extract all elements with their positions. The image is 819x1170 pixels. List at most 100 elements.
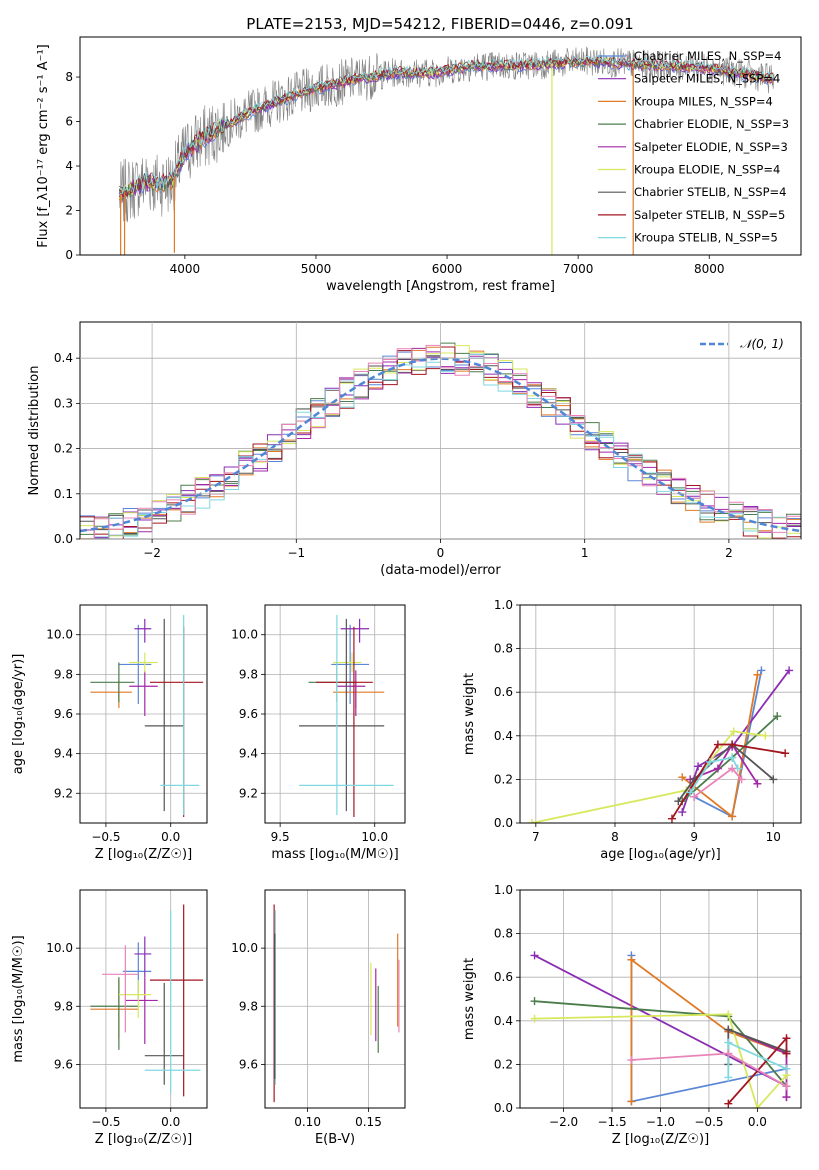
x-tick-label: 0.0 [161, 830, 180, 844]
weight-marker [728, 740, 737, 749]
x-tick-label: 6000 [432, 262, 463, 276]
y-tick-label: 0.2 [494, 1057, 513, 1071]
mass-vs-Z-panel: −0.5 0.0 9.6 9.8 10.0 Z [log₁₀(Z/Z☉)] mass [lo… [11, 889, 208, 1147]
x-tick-label: 0.0 [161, 1115, 180, 1129]
legend-label: Kroupa STELIB, N_SSP=5 [634, 231, 778, 245]
x-tick-label: −0.5 [91, 1115, 120, 1129]
y-axis-label: mass [log₁₀(M/M☉)] [11, 935, 26, 1062]
weight-marker [724, 1049, 733, 1058]
y-tick-label: 0.3 [54, 396, 73, 410]
spectrum-panel: 4000 5000 6000 7000 8000 0 2 4 6 8 wavelength [Ang… [36, 36, 802, 294]
weight-marker [690, 792, 699, 801]
clipped-marks [273, 904, 400, 1103]
clipped-marks [299, 614, 394, 818]
residuals-legend: 𝒩(0, 1) [700, 337, 784, 351]
x-tick-label: −1.0 [646, 1115, 675, 1129]
plot-frame [519, 604, 802, 824]
weight-marker [724, 1038, 733, 1047]
y-tick-label: 0.0 [494, 1101, 513, 1115]
weight-marker [728, 812, 737, 821]
plot-frame [79, 889, 208, 1109]
weight-marker [627, 1097, 636, 1106]
x-tick-label: 2 [725, 546, 733, 560]
y-tick-label: 9.2 [239, 786, 258, 800]
x-axis-label: wavelength [Angstrom, rest frame] [326, 279, 555, 294]
weight-marker [729, 727, 738, 736]
weight-marker [713, 740, 722, 749]
weight-marker [678, 773, 687, 782]
legend-label: Salpeter ELODIE, N_SSP=3 [634, 140, 788, 154]
x-tick-label: 10.0 [361, 830, 388, 844]
y-tick-label: 2 [65, 204, 73, 218]
weight-marker [674, 797, 683, 806]
weight-marker [782, 1064, 791, 1073]
weight-line [630, 958, 787, 1102]
clipped-marks [530, 951, 791, 1108]
weight-marker [713, 764, 722, 773]
y-tick-label: 9.6 [239, 707, 258, 721]
weight-marker [678, 808, 687, 817]
x-axis-label: (data-model)/error [380, 563, 501, 578]
spectrum-axes: 4000 5000 6000 7000 8000 0 2 4 6 8 wavelength [Ang… [36, 44, 725, 294]
y-axis-label: mass weight [462, 958, 477, 1040]
x-tick-label: 1 [581, 546, 589, 560]
weight-marker [694, 762, 703, 771]
weight-marker [782, 1082, 791, 1091]
y-tick-label: 9.8 [239, 999, 258, 1013]
y-tick-label: 9.6 [54, 707, 73, 721]
mass-vs-ebv-panel: 0.10 0.15 9.6 9.8 10.0 E(B-V) [231, 889, 406, 1147]
y-tick-label: 10.0 [231, 941, 258, 955]
normal-legend-label: 𝒩(0, 1) [740, 337, 784, 351]
observed-spectrum-line [119, 46, 776, 223]
x-axis-label: Z [log₁₀(Z/Z☉)] [95, 847, 192, 862]
clipped-marks [527, 666, 794, 823]
weight-marker [757, 666, 766, 675]
y-axis-label: Flux [f_λ10⁻¹⁷ erg cm⁻² s⁻¹ A⁻¹] [36, 44, 51, 248]
clipped-marks [90, 904, 204, 1097]
y-tick-label: 4 [65, 159, 73, 173]
weight-marker [753, 670, 762, 679]
x-axis-label: Z [log₁₀(Z/Z☉)] [95, 1132, 192, 1147]
weight-marker [724, 1099, 733, 1108]
y-tick-label: 0.6 [494, 970, 513, 984]
model-spectrum-kroupa-stelib [119, 54, 775, 196]
y-tick-label: 9.8 [239, 667, 258, 681]
weight-marker [705, 757, 714, 766]
y-tick-label: 9.8 [54, 667, 73, 681]
x-tick-label: −0.5 [91, 830, 120, 844]
y-tick-label: 1.0 [494, 883, 513, 897]
weight-marker [724, 1010, 733, 1019]
age-vs-Z-panel: −0.5 0.0 9.2 9.4 9.6 9.8 10.0 Z [log₁₀(Z/Z☉)] ag… [11, 604, 208, 862]
y-tick-label: 9.2 [54, 786, 73, 800]
legend-label: Chabrier MILES, N_SSP=4 [634, 49, 781, 63]
clipped-marks [90, 614, 204, 818]
y-tick-label: 0.8 [494, 927, 513, 941]
y-axis-label: age [log₁₀(age/yr)] [11, 654, 26, 775]
weight-marker [724, 1025, 733, 1034]
plot-frame [519, 889, 802, 1109]
weight-marker [667, 814, 676, 823]
y-tick-label: 10.0 [231, 628, 258, 642]
y-tick-label: 0.8 [494, 642, 513, 656]
weight-marker [769, 775, 778, 784]
model-spectrum-kroupa-miles [118, 58, 775, 203]
legend-label: Kroupa ELODIE, N_SSP=4 [634, 163, 780, 177]
model-spectrum-salpeter-elodie [118, 56, 774, 199]
y-tick-label: 10.0 [46, 628, 73, 642]
y-tick-label: 9.6 [239, 1057, 258, 1071]
x-tick-label: 0 [437, 546, 445, 560]
y-tick-label: 0.2 [54, 442, 73, 456]
y-tick-label: 0.0 [54, 532, 73, 546]
weight-marker [773, 712, 782, 721]
weight-marker [728, 764, 737, 773]
y-tick-label: 0.2 [494, 772, 513, 786]
weight-vs-age-panel: 7 8 9 10 0.0 0.2 0.4 0.6 0.8 1.0 age [log₁₀(age/yr… [462, 598, 802, 862]
x-axis-label: E(B-V) [315, 1132, 355, 1147]
x-tick-label: 7 [532, 830, 540, 844]
x-tick-label: 0.10 [294, 1115, 321, 1129]
y-tick-label: 1.0 [494, 598, 513, 612]
residuals-panel: −2 −1 0 1 2 0.0 0.1 0.2 0.3 0.4 (data-model)/error… [27, 321, 802, 578]
weight-marker [782, 1093, 791, 1102]
plot-frame [79, 604, 208, 824]
legend-label: Salpeter STELIB, N_SSP=5 [634, 208, 785, 222]
